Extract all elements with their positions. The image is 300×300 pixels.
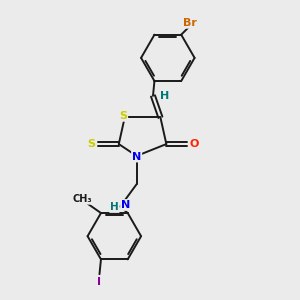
Text: O: O xyxy=(189,139,198,149)
Text: N: N xyxy=(121,200,130,210)
Text: N: N xyxy=(132,152,141,161)
Text: I: I xyxy=(98,277,101,287)
Text: H: H xyxy=(110,202,119,212)
Text: H: H xyxy=(160,91,170,101)
Text: S: S xyxy=(87,139,95,149)
Text: S: S xyxy=(119,111,127,121)
Text: Br: Br xyxy=(183,18,197,28)
Text: CH₃: CH₃ xyxy=(73,194,92,204)
